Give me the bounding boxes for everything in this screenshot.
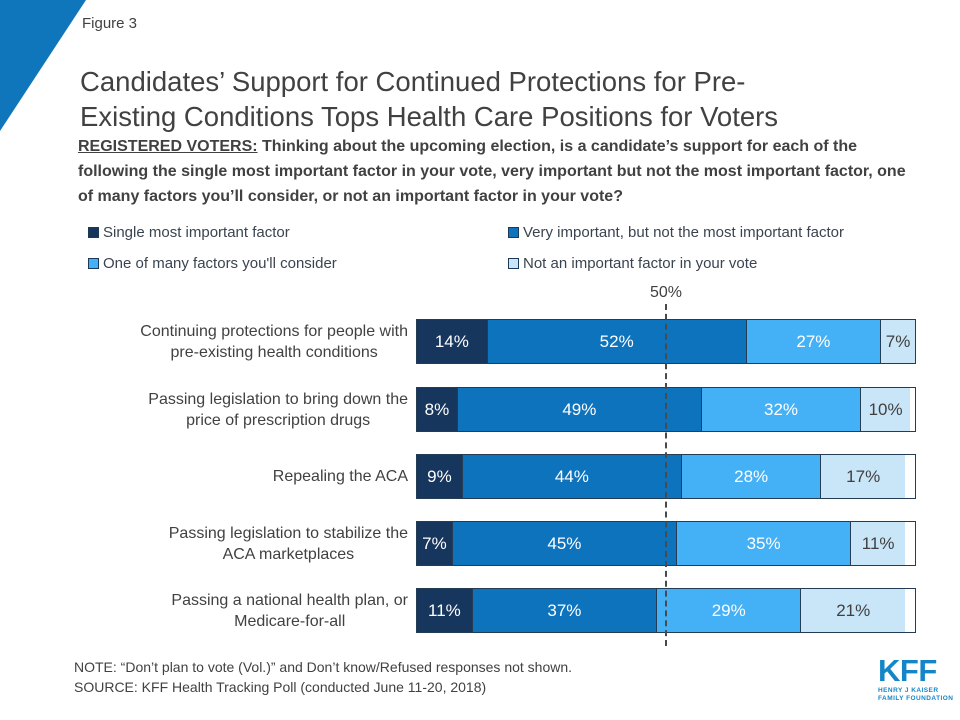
category-label: Continuing protections for people with p… [140, 322, 408, 361]
stacked-bar: 11% 37% 29% 21% [416, 588, 916, 633]
stacked-bar: 7% 45% 35% 11% [416, 521, 916, 566]
category-label: Repealing the ACA [272, 468, 408, 485]
bar-segment: 28% [680, 455, 821, 498]
kff-logo-text: KFF [878, 653, 937, 688]
legend-swatch-icon [508, 227, 519, 238]
corner-accent-triangle [0, 0, 86, 136]
legend-item: Not an important factor in your vote [508, 255, 950, 272]
bar-segment: 11% [417, 589, 472, 632]
bar-row: Continuing protections for people with p… [73, 319, 916, 364]
legend-label: Not an important factor in your vote [523, 255, 758, 272]
bar-segment: 17% [820, 455, 906, 498]
question-body: Thinking about the upcoming election, is… [78, 138, 906, 205]
note-text: NOTE: “Don’t plan to vote (Vol.)” and Do… [74, 659, 573, 675]
page-title: Candidates’ Support for Continued Protec… [80, 64, 955, 134]
kff-logo-tagline: HENRY J KAISER FAMILY FOUNDATION [878, 687, 953, 703]
legend-label: Very important, but not the most importa… [523, 224, 844, 241]
legend-item: Very important, but not the most importa… [508, 224, 950, 241]
legend-label: One of many factors you'll consider [103, 255, 337, 272]
bar-segment: 27% [745, 320, 881, 363]
bar-segment: 49% [456, 388, 701, 431]
legend-swatch-icon [508, 258, 519, 269]
reference-line-label: 50% [649, 284, 683, 301]
stacked-bar: 9% 44% 28% 17% [416, 454, 916, 499]
bar-row: Passing legislation to bring down the pr… [73, 387, 916, 432]
category-label: Passing legislation to bring down the pr… [148, 390, 408, 429]
bar-segment: 32% [700, 388, 861, 431]
legend: Single most important factor Very importa… [88, 224, 950, 272]
question-lead: REGISTERED VOTERS: [78, 138, 258, 155]
legend-swatch-icon [88, 258, 99, 269]
bar-segment: 45% [451, 522, 676, 565]
bar-segment: 37% [471, 589, 657, 632]
legend-label: Single most important factor [103, 224, 290, 241]
reference-line [665, 304, 667, 646]
kff-logo-tagline-line1: HENRY J KAISER [878, 687, 939, 694]
category-label: Passing a national health plan, or Medic… [171, 591, 408, 630]
page-title-line1: Candidates’ Support for Continued Protec… [80, 66, 746, 98]
bar-segment: 21% [800, 589, 905, 632]
kff-logo: KFF HENRY J KAISER FAMILY FOUNDATION [878, 653, 953, 703]
bar-segment: 7% [880, 320, 915, 363]
question-text: REGISTERED VOTERS: Thinking about the up… [78, 134, 923, 209]
bar-row: Repealing the ACA 9% 44% 28% 17% [73, 454, 916, 499]
source-text: SOURCE: KFF Health Tracking Poll (conduc… [74, 679, 487, 695]
legend-swatch-icon [88, 227, 99, 238]
bar-segment: 11% [850, 522, 906, 565]
bar-row: Passing legislation to stabilize the ACA… [73, 521, 916, 566]
bar-segment: 8% [417, 388, 457, 431]
legend-item: One of many factors you'll consider [88, 255, 508, 272]
bar-segment: 52% [486, 320, 746, 363]
bar-segment: 14% [417, 320, 487, 363]
page-title-line2: Existing Conditions Tops Health Care Pos… [80, 101, 779, 133]
bar-row: Passing a national health plan, or Medic… [73, 588, 916, 633]
stacked-bar: 14% 52% 27% 7% [416, 319, 916, 364]
figure-label: Figure 3 [82, 15, 138, 32]
bar-segment: 10% [860, 388, 910, 431]
bar-segment: 44% [461, 455, 681, 498]
bar-segment: 35% [675, 522, 851, 565]
bar-segment: 7% [417, 522, 452, 565]
stacked-bar: 8% 49% 32% 10% [416, 387, 916, 432]
kff-logo-tagline-line2: FAMILY FOUNDATION [878, 695, 954, 702]
bar-segment: 9% [417, 455, 462, 498]
category-label: Passing legislation to stabilize the ACA… [168, 524, 408, 563]
legend-item: Single most important factor [88, 224, 508, 241]
bar-segment: 29% [656, 589, 801, 632]
footer: NOTE: “Don’t plan to vote (Vol.)” and Do… [74, 657, 572, 697]
